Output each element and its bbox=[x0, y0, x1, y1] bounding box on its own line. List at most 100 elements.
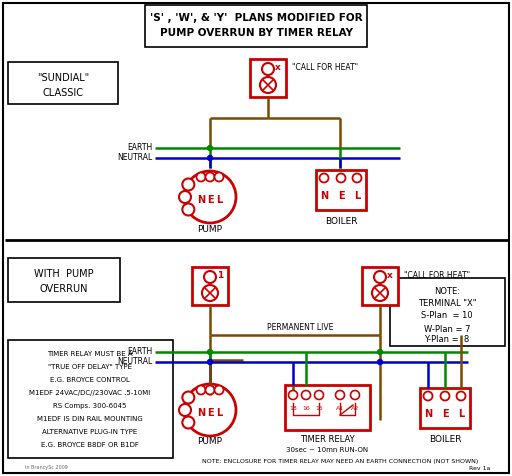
Text: PERMANENT LIVE: PERMANENT LIVE bbox=[267, 324, 333, 333]
Circle shape bbox=[184, 384, 236, 436]
Text: L: L bbox=[354, 191, 360, 201]
Circle shape bbox=[184, 171, 236, 223]
Circle shape bbox=[314, 390, 324, 399]
Text: 30sec ~ 10mn RUN-ON: 30sec ~ 10mn RUN-ON bbox=[286, 447, 368, 453]
Text: 18: 18 bbox=[289, 407, 297, 411]
Circle shape bbox=[374, 271, 386, 283]
Text: E.G. BROYCE B8DF OR B1DF: E.G. BROYCE B8DF OR B1DF bbox=[41, 442, 139, 448]
Text: TERMINAL "X": TERMINAL "X" bbox=[418, 298, 476, 307]
Circle shape bbox=[377, 349, 382, 355]
Circle shape bbox=[197, 386, 205, 395]
Circle shape bbox=[182, 178, 195, 190]
Text: x: x bbox=[387, 270, 393, 279]
Text: N: N bbox=[424, 409, 432, 419]
Text: EARTH: EARTH bbox=[127, 347, 152, 357]
Text: x: x bbox=[275, 62, 281, 71]
Text: TIMER RELAY MUST BE A: TIMER RELAY MUST BE A bbox=[47, 351, 133, 357]
Text: Rev 1a: Rev 1a bbox=[468, 466, 490, 470]
Text: WITH  PUMP: WITH PUMP bbox=[34, 269, 94, 279]
Circle shape bbox=[179, 404, 191, 416]
Text: E: E bbox=[207, 195, 214, 205]
Text: RS Comps. 300-6045: RS Comps. 300-6045 bbox=[53, 403, 126, 409]
Circle shape bbox=[205, 172, 215, 181]
Circle shape bbox=[423, 391, 433, 400]
Text: 'S' , 'W', & 'Y'  PLANS MODIFIED FOR: 'S' , 'W', & 'Y' PLANS MODIFIED FOR bbox=[150, 13, 362, 23]
Text: W-Plan = 7: W-Plan = 7 bbox=[424, 325, 470, 334]
Circle shape bbox=[207, 156, 212, 160]
Text: M1EDF 24VAC/DC//230VAC .5-10MI: M1EDF 24VAC/DC//230VAC .5-10MI bbox=[29, 390, 151, 396]
Circle shape bbox=[336, 173, 346, 182]
Circle shape bbox=[207, 146, 212, 150]
Text: PUMP OVERRUN BY TIMER RELAY: PUMP OVERRUN BY TIMER RELAY bbox=[160, 28, 352, 38]
Text: N: N bbox=[320, 191, 328, 201]
Text: BOILER: BOILER bbox=[325, 218, 357, 227]
Circle shape bbox=[352, 173, 361, 182]
Text: NOTE:: NOTE: bbox=[434, 287, 460, 296]
Circle shape bbox=[182, 391, 195, 404]
Bar bbox=[250, 59, 286, 97]
Circle shape bbox=[182, 416, 195, 428]
Bar bbox=[8, 340, 173, 458]
Circle shape bbox=[377, 359, 382, 365]
Text: E: E bbox=[207, 408, 214, 418]
Circle shape bbox=[179, 191, 191, 203]
Text: TIMER RELAY: TIMER RELAY bbox=[300, 436, 354, 445]
Text: OVERRUN: OVERRUN bbox=[40, 284, 88, 294]
Text: E.G. BROYCE CONTROL: E.G. BROYCE CONTROL bbox=[50, 377, 130, 383]
Circle shape bbox=[215, 172, 224, 181]
Bar bbox=[8, 62, 118, 104]
Bar bbox=[192, 267, 228, 305]
Text: "SUNDIAL": "SUNDIAL" bbox=[37, 73, 89, 83]
Circle shape bbox=[202, 285, 218, 301]
Text: "TRUE OFF DELAY" TYPE: "TRUE OFF DELAY" TYPE bbox=[48, 364, 132, 370]
Text: NEUTRAL: NEUTRAL bbox=[117, 357, 152, 367]
Circle shape bbox=[288, 390, 297, 399]
Circle shape bbox=[262, 63, 274, 75]
Bar bbox=[285, 385, 370, 430]
Circle shape bbox=[260, 77, 276, 93]
Bar bbox=[316, 170, 366, 210]
Circle shape bbox=[351, 390, 359, 399]
Circle shape bbox=[205, 386, 215, 395]
Text: 16: 16 bbox=[302, 407, 310, 411]
Bar bbox=[390, 278, 505, 346]
Text: ALTERNATIVE PLUG-IN TYPE: ALTERNATIVE PLUG-IN TYPE bbox=[42, 429, 138, 435]
Text: BOILER: BOILER bbox=[429, 436, 461, 445]
Text: M1EDF IS DIN RAIL MOUNTING: M1EDF IS DIN RAIL MOUNTING bbox=[37, 416, 143, 422]
Text: L: L bbox=[216, 408, 222, 418]
Circle shape bbox=[440, 391, 450, 400]
Text: "CALL FOR HEAT": "CALL FOR HEAT" bbox=[404, 271, 470, 280]
Text: EARTH: EARTH bbox=[127, 143, 152, 152]
Bar bbox=[8, 258, 120, 302]
Circle shape bbox=[302, 390, 310, 399]
Text: L: L bbox=[216, 195, 222, 205]
Circle shape bbox=[207, 359, 212, 365]
Circle shape bbox=[197, 172, 205, 181]
Circle shape bbox=[207, 349, 212, 355]
Circle shape bbox=[319, 173, 329, 182]
Text: in BrancySc 2009: in BrancySc 2009 bbox=[25, 466, 68, 470]
Bar bbox=[420, 388, 470, 428]
Text: A2: A2 bbox=[351, 407, 359, 411]
Text: N: N bbox=[197, 408, 205, 418]
Text: 15: 15 bbox=[315, 407, 323, 411]
Circle shape bbox=[335, 390, 345, 399]
Circle shape bbox=[372, 285, 388, 301]
Text: "CALL FOR HEAT": "CALL FOR HEAT" bbox=[292, 63, 358, 72]
Circle shape bbox=[215, 386, 224, 395]
Text: S-Plan  = 10: S-Plan = 10 bbox=[421, 311, 473, 320]
Circle shape bbox=[182, 204, 195, 216]
Text: NOTE: ENCLOSURE FOR TIMER RELAY MAY NEED AN EARTH CONNECTION (NOT SHOWN): NOTE: ENCLOSURE FOR TIMER RELAY MAY NEED… bbox=[202, 459, 478, 465]
Text: E: E bbox=[442, 409, 449, 419]
Text: PUMP: PUMP bbox=[198, 225, 223, 234]
Circle shape bbox=[457, 391, 465, 400]
Text: PUMP: PUMP bbox=[198, 437, 223, 446]
Text: 1: 1 bbox=[217, 270, 223, 279]
Circle shape bbox=[204, 271, 216, 283]
Text: NEUTRAL: NEUTRAL bbox=[117, 153, 152, 162]
Text: A1: A1 bbox=[336, 407, 344, 411]
Text: CLASSIC: CLASSIC bbox=[42, 88, 83, 98]
Text: L: L bbox=[458, 409, 464, 419]
Bar bbox=[362, 267, 398, 305]
Bar bbox=[145, 5, 367, 47]
